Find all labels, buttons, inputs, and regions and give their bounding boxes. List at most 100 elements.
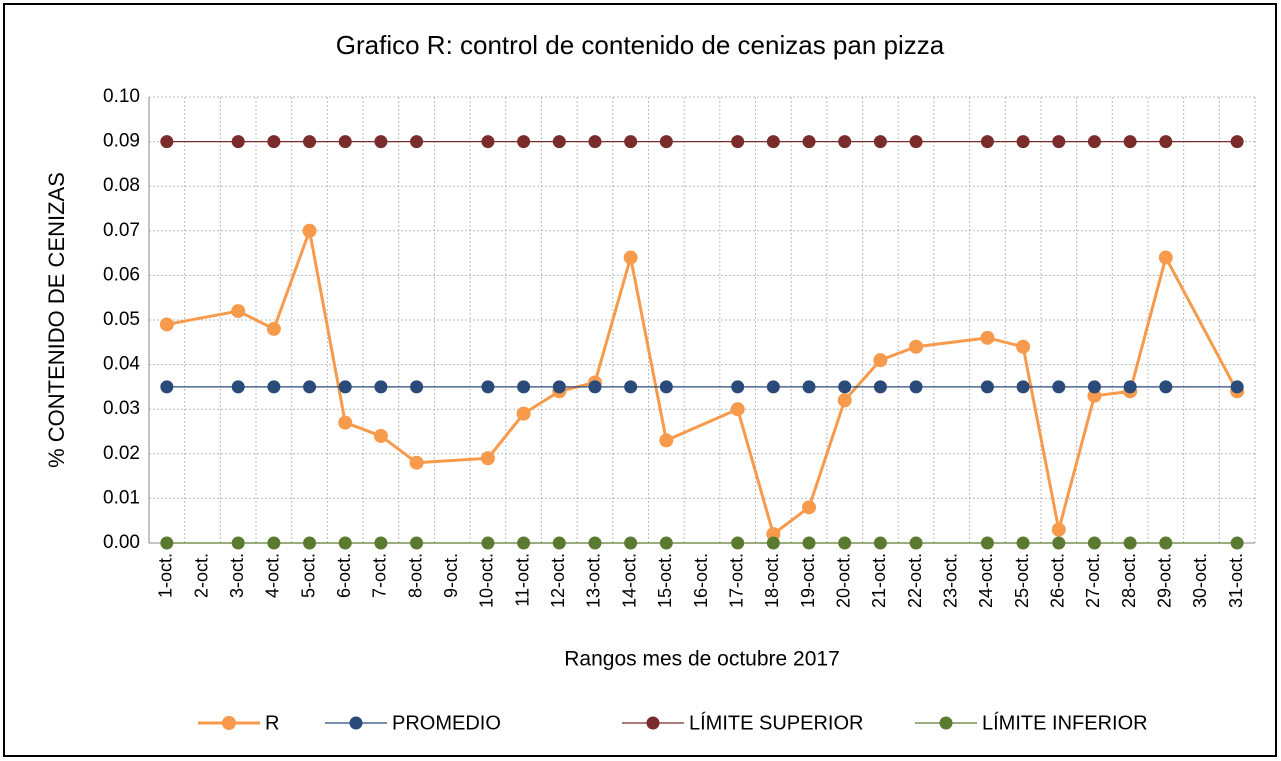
x-tick-label: 4-oct. <box>263 553 283 598</box>
x-tick-label: 1-oct. <box>156 553 176 598</box>
data-point <box>1052 536 1066 550</box>
legend-marker <box>222 716 236 730</box>
data-point <box>160 135 174 149</box>
data-point <box>552 135 566 149</box>
data-point <box>802 536 816 550</box>
data-point <box>160 536 174 550</box>
x-tick-label: 31-oct. <box>1226 553 1246 608</box>
x-tick-label: 16-oct. <box>691 553 711 608</box>
data-point <box>303 135 317 149</box>
data-point <box>231 536 245 550</box>
data-point <box>802 380 816 394</box>
series-segment <box>736 408 775 535</box>
series-segment <box>166 309 239 326</box>
series-segment <box>915 336 988 349</box>
series-segment <box>522 390 561 415</box>
data-point <box>873 380 887 394</box>
data-point <box>1087 536 1101 550</box>
series-segment <box>308 230 347 423</box>
data-point <box>1052 135 1066 149</box>
data-point <box>909 380 923 394</box>
data-point <box>731 135 745 149</box>
x-tick-label: 26-oct. <box>1048 553 1068 608</box>
series-segment <box>1057 395 1096 531</box>
data-point <box>766 536 780 550</box>
data-point <box>1016 536 1030 550</box>
data-point <box>588 380 602 394</box>
data-point <box>731 536 745 550</box>
y-tick-label: 0.03 <box>103 398 140 419</box>
data-point <box>338 415 353 430</box>
data-point <box>267 380 281 394</box>
data-point <box>624 135 638 149</box>
series-segment <box>843 359 882 402</box>
y-tick-label: 0.09 <box>103 131 140 152</box>
data-point <box>517 380 531 394</box>
data-point <box>374 380 388 394</box>
data-point <box>837 393 852 408</box>
data-point <box>159 317 174 332</box>
legend-label: LÍMITE INFERIOR <box>982 711 1148 734</box>
data-point <box>231 135 245 149</box>
data-point <box>267 536 281 550</box>
x-tick-label: 18-oct. <box>762 553 782 608</box>
x-tick-label: 10-oct. <box>477 553 497 608</box>
data-point <box>1159 135 1173 149</box>
data-point <box>517 536 531 550</box>
data-point <box>659 135 673 149</box>
series-segment <box>416 456 489 465</box>
data-point <box>1159 536 1173 550</box>
data-point <box>303 380 317 394</box>
x-tick-label: 29-oct. <box>1155 553 1175 608</box>
x-tick-label: 6-oct. <box>334 553 354 598</box>
x-tick-label: 3-oct. <box>227 553 247 598</box>
data-point <box>516 406 531 421</box>
chart-title: Grafico R: control de contenido de ceniz… <box>336 30 945 60</box>
series-segment <box>486 412 525 460</box>
x-tick-label: 24-oct. <box>976 553 996 608</box>
x-tick-label: 20-oct. <box>833 553 853 608</box>
data-point <box>1123 380 1137 394</box>
data-point <box>231 380 245 394</box>
data-point <box>838 135 852 149</box>
legend-marker <box>939 716 953 730</box>
data-point <box>481 380 495 394</box>
data-point <box>909 536 923 550</box>
data-point <box>552 380 566 394</box>
x-tick-label: 30-oct. <box>1190 553 1210 608</box>
x-tick-label: 17-oct. <box>726 553 746 608</box>
data-point <box>410 135 424 149</box>
data-point <box>802 135 816 149</box>
y-tick-label: 0.00 <box>103 532 140 553</box>
series-segment <box>629 257 668 441</box>
data-point <box>1159 380 1173 394</box>
data-point <box>338 135 352 149</box>
y-tick-label: 0.01 <box>103 487 140 508</box>
data-point <box>588 536 602 550</box>
data-point <box>1230 380 1244 394</box>
x-tick-label: 22-oct. <box>905 553 925 608</box>
data-point <box>909 135 923 149</box>
series-segment <box>1128 257 1168 392</box>
chart-border <box>3 3 1277 757</box>
data-point <box>980 135 994 149</box>
series-segment <box>1164 256 1239 393</box>
x-tick-label: 27-oct. <box>1083 553 1103 608</box>
data-point <box>1158 250 1173 265</box>
data-point <box>481 135 495 149</box>
series-segment <box>772 506 810 536</box>
data-point <box>481 536 495 550</box>
data-point <box>873 536 887 550</box>
data-point <box>1230 135 1244 149</box>
y-tick-label: 0.08 <box>103 175 140 196</box>
data-point <box>410 536 424 550</box>
data-point <box>552 536 566 550</box>
data-point <box>1016 135 1030 149</box>
data-point <box>623 250 638 265</box>
series-segment <box>272 230 311 330</box>
data-point <box>1087 380 1101 394</box>
data-point <box>838 380 852 394</box>
data-point <box>730 402 745 417</box>
data-point <box>1016 339 1031 354</box>
data-point <box>802 500 817 515</box>
